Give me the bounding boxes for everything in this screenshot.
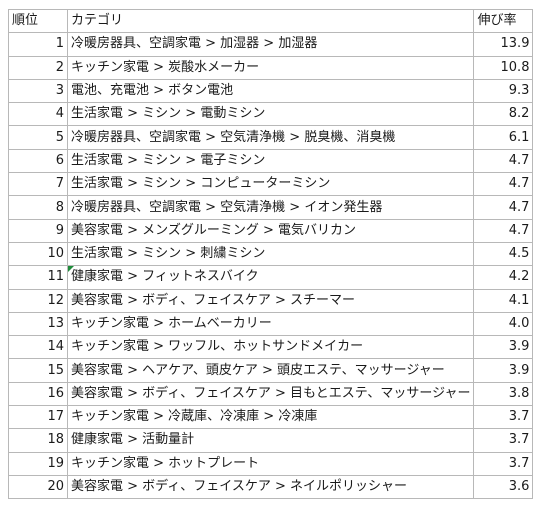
table-row: 9 美容家電 > メンズグルーミング > 電気バリカン 4.7 bbox=[8, 218, 534, 243]
rank-cell[interactable]: 6 bbox=[8, 148, 68, 174]
table-row: 13 キッチン家電 > ホームベーカリー 4.0 bbox=[8, 311, 534, 337]
rate-cell[interactable]: 4.1 bbox=[473, 288, 534, 313]
category-cell[interactable]: キッチン家電 > 冷蔵庫、冷凍庫 > 冷凍庫 bbox=[66, 405, 475, 430]
rate-cell[interactable]: 3.9 bbox=[473, 358, 534, 383]
table-row: 7 生活家電 > ミシン > コンピューターミシン 4.7 bbox=[8, 172, 534, 197]
category-cell[interactable]: 冷暖房器具、空調家電 > 空気清浄機 > イオン発生器 bbox=[66, 195, 475, 220]
table-row: 18 健康家電 > 活動量計 3.7 bbox=[8, 428, 534, 453]
rank-cell[interactable]: 12 bbox=[8, 288, 68, 313]
rate-cell[interactable]: 3.6 bbox=[473, 474, 534, 500]
table-row: 11 健康家電 > フィットネスバイク 4.2 bbox=[8, 265, 534, 290]
table-row: 16 美容家電 > ボディ、フェイスケア > 目もとエステ、マッサージャー 3.8 bbox=[8, 381, 534, 407]
rate-cell[interactable]: 4.5 bbox=[473, 241, 534, 267]
header-row: 順位 カテゴリ 伸び率 bbox=[8, 8, 534, 34]
rate-cell[interactable]: 4.7 bbox=[473, 218, 534, 243]
category-cell[interactable]: キッチン家電 > 炭酸水メーカー bbox=[66, 55, 475, 80]
rank-cell[interactable]: 20 bbox=[8, 474, 68, 500]
rate-cell[interactable]: 3.7 bbox=[473, 428, 534, 453]
table-row: 2 キッチン家電 > 炭酸水メーカー 10.8 bbox=[8, 55, 534, 80]
rate-cell[interactable]: 9.3 bbox=[473, 78, 534, 104]
table-row: 1 冷暖房器具、空調家電 > 加湿器 > 加湿器 13.9 bbox=[8, 32, 534, 57]
rate-cell[interactable]: 10.8 bbox=[473, 55, 534, 80]
rank-cell[interactable]: 16 bbox=[8, 381, 68, 407]
rank-cell[interactable]: 9 bbox=[8, 218, 68, 243]
rate-cell[interactable]: 4.7 bbox=[473, 195, 534, 220]
rank-cell[interactable]: 4 bbox=[8, 102, 68, 127]
rate-cell[interactable]: 8.2 bbox=[473, 102, 534, 127]
cell-indicator-icon bbox=[68, 266, 74, 273]
table-row: 19 キッチン家電 > ホットプレート 3.7 bbox=[8, 451, 534, 476]
rate-cell[interactable]: 3.7 bbox=[473, 451, 534, 476]
ranking-table: 順位 カテゴリ 伸び率 1 冷暖房器具、空調家電 > 加湿器 > 加湿器 13.9 2… bbox=[8, 8, 534, 500]
table-row: 5 冷暖房器具、空調家電 > 空気清浄機 > 脱臭機、消臭機 6.1 bbox=[8, 125, 534, 150]
rank-cell[interactable]: 17 bbox=[8, 405, 68, 430]
category-cell[interactable]: キッチン家電 > ワッフル、ホットサンドメイカー bbox=[66, 335, 475, 360]
rank-cell[interactable]: 18 bbox=[8, 428, 68, 453]
rank-cell[interactable]: 15 bbox=[8, 358, 68, 383]
rate-cell[interactable]: 4.7 bbox=[473, 172, 534, 197]
rank-cell[interactable]: 5 bbox=[8, 125, 68, 150]
header-category[interactable]: カテゴリ bbox=[66, 8, 475, 34]
category-cell[interactable]: 美容家電 > ボディ、フェイスケア > 目もとエステ、マッサージャー bbox=[66, 381, 475, 407]
rate-cell[interactable]: 6.1 bbox=[473, 125, 534, 150]
rank-cell[interactable]: 3 bbox=[8, 78, 68, 104]
category-cell[interactable]: 生活家電 > ミシン > 刺繍ミシン bbox=[66, 241, 475, 267]
rate-cell[interactable]: 4.0 bbox=[473, 311, 534, 337]
table-row: 4 生活家電 > ミシン > 電動ミシン 8.2 bbox=[8, 102, 534, 127]
table-row: 15 美容家電 > ヘアケア、頭皮ケア > 頭皮エステ、マッサージャー 3.9 bbox=[8, 358, 534, 383]
ranking-table-container: 順位 カテゴリ 伸び率 1 冷暖房器具、空調家電 > 加湿器 > 加湿器 13.9 2… bbox=[8, 8, 534, 500]
category-cell[interactable]: 美容家電 > ボディ、フェイスケア > スチーマー bbox=[66, 288, 475, 313]
category-cell[interactable]: 美容家電 > メンズグルーミング > 電気バリカン bbox=[66, 218, 475, 243]
table-row: 3 電池、充電池 > ボタン電池 9.3 bbox=[8, 78, 534, 104]
rate-cell[interactable]: 3.9 bbox=[473, 335, 534, 360]
category-cell[interactable]: キッチン家電 > ホームベーカリー bbox=[66, 311, 475, 337]
table-row: 20 美容家電 > ボディ、フェイスケア > ネイルポリッシャー 3.6 bbox=[8, 474, 534, 500]
rate-cell[interactable]: 3.7 bbox=[473, 405, 534, 430]
rank-cell[interactable]: 19 bbox=[8, 451, 68, 476]
rate-cell[interactable]: 4.2 bbox=[473, 265, 534, 290]
table-row: 12 美容家電 > ボディ、フェイスケア > スチーマー 4.1 bbox=[8, 288, 534, 313]
rank-cell[interactable]: 13 bbox=[8, 311, 68, 337]
rank-cell[interactable]: 10 bbox=[8, 241, 68, 267]
rank-cell[interactable]: 7 bbox=[8, 172, 68, 197]
category-cell[interactable]: キッチン家電 > ホットプレート bbox=[66, 451, 475, 476]
header-rank[interactable]: 順位 bbox=[8, 8, 68, 34]
category-cell[interactable]: 電池、充電池 > ボタン電池 bbox=[66, 78, 475, 104]
category-cell[interactable]: 美容家電 > ボディ、フェイスケア > ネイルポリッシャー bbox=[66, 474, 475, 500]
rate-cell[interactable]: 4.7 bbox=[473, 148, 534, 174]
rank-cell[interactable]: 8 bbox=[8, 195, 68, 220]
category-cell[interactable]: 生活家電 > ミシン > コンピューターミシン bbox=[66, 172, 475, 197]
category-cell[interactable]: 生活家電 > ミシン > 電動ミシン bbox=[66, 102, 475, 127]
rank-cell[interactable]: 14 bbox=[8, 335, 68, 360]
table-row: 8 冷暖房器具、空調家電 > 空気清浄機 > イオン発生器 4.7 bbox=[8, 195, 534, 220]
table-row: 14 キッチン家電 > ワッフル、ホットサンドメイカー 3.9 bbox=[8, 335, 534, 360]
rank-cell[interactable]: 2 bbox=[8, 55, 68, 80]
rate-cell[interactable]: 13.9 bbox=[473, 32, 534, 57]
category-cell[interactable]: 生活家電 > ミシン > 電子ミシン bbox=[66, 148, 475, 174]
table-row: 10 生活家電 > ミシン > 刺繍ミシン 4.5 bbox=[8, 241, 534, 267]
category-cell[interactable]: 冷暖房器具、空調家電 > 加湿器 > 加湿器 bbox=[66, 32, 475, 57]
table-row: 6 生活家電 > ミシン > 電子ミシン 4.7 bbox=[8, 148, 534, 174]
category-cell[interactable]: 健康家電 > フィットネスバイク bbox=[66, 265, 475, 290]
header-rate[interactable]: 伸び率 bbox=[473, 8, 534, 34]
category-cell[interactable]: 冷暖房器具、空調家電 > 空気清浄機 > 脱臭機、消臭機 bbox=[66, 125, 475, 150]
rank-cell[interactable]: 11 bbox=[8, 265, 68, 290]
category-cell[interactable]: 美容家電 > ヘアケア、頭皮ケア > 頭皮エステ、マッサージャー bbox=[66, 358, 475, 383]
rate-cell[interactable]: 3.8 bbox=[473, 381, 534, 407]
rank-cell[interactable]: 1 bbox=[8, 32, 68, 57]
table-row: 17 キッチン家電 > 冷蔵庫、冷凍庫 > 冷凍庫 3.7 bbox=[8, 405, 534, 430]
category-cell[interactable]: 健康家電 > 活動量計 bbox=[66, 428, 475, 453]
